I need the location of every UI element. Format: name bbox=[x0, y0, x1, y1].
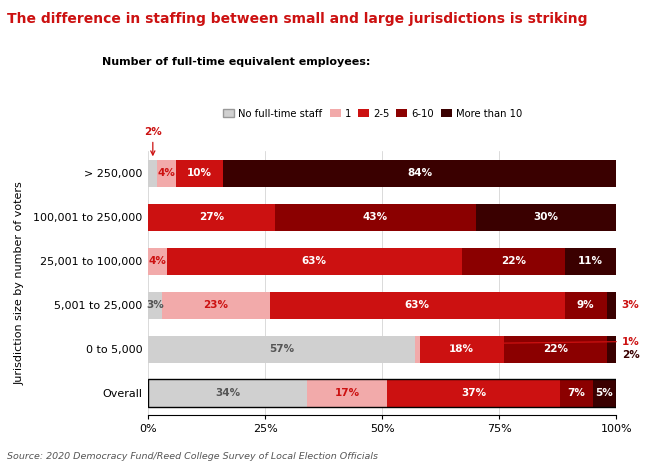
Text: 1%: 1% bbox=[421, 337, 639, 346]
Text: 2%: 2% bbox=[144, 127, 162, 155]
Text: 4%: 4% bbox=[149, 256, 166, 266]
Bar bbox=[565, 248, 616, 275]
Text: 37%: 37% bbox=[461, 388, 486, 398]
Bar bbox=[162, 292, 270, 319]
Text: 3%: 3% bbox=[622, 300, 639, 310]
Bar bbox=[607, 292, 621, 319]
Bar bbox=[176, 160, 223, 187]
Bar bbox=[148, 248, 167, 275]
Text: 84%: 84% bbox=[407, 168, 432, 178]
Bar bbox=[223, 160, 616, 187]
Text: 22%: 22% bbox=[543, 344, 568, 354]
Text: 3%: 3% bbox=[146, 300, 164, 310]
Bar bbox=[476, 204, 616, 231]
Text: 10%: 10% bbox=[187, 168, 212, 178]
Text: 17%: 17% bbox=[335, 388, 360, 398]
Bar bbox=[560, 380, 593, 407]
Bar bbox=[387, 380, 560, 407]
Bar bbox=[420, 336, 504, 363]
Y-axis label: Jurisdiction size by number of voters: Jurisdiction size by number of voters bbox=[15, 181, 25, 385]
Text: 57%: 57% bbox=[269, 344, 294, 354]
Bar bbox=[607, 336, 616, 363]
Bar bbox=[148, 336, 415, 363]
Bar bbox=[504, 336, 607, 363]
Text: 2%: 2% bbox=[622, 350, 639, 360]
Text: 27%: 27% bbox=[198, 212, 224, 222]
Text: 4%: 4% bbox=[158, 168, 176, 178]
Bar bbox=[565, 292, 607, 319]
Bar bbox=[307, 380, 387, 407]
Bar bbox=[462, 248, 565, 275]
Bar bbox=[148, 292, 162, 319]
Text: Number of full-time equivalent employees:: Number of full-time equivalent employees… bbox=[102, 57, 370, 67]
Text: 63%: 63% bbox=[405, 300, 430, 310]
Bar bbox=[157, 160, 176, 187]
Legend: No full-time staff, 1, 2-5, 6-10, More than 10: No full-time staff, 1, 2-5, 6-10, More t… bbox=[219, 105, 526, 123]
Text: 43%: 43% bbox=[363, 212, 388, 222]
Bar bbox=[148, 204, 274, 231]
Text: 34%: 34% bbox=[215, 388, 240, 398]
Text: 23%: 23% bbox=[204, 300, 229, 310]
Text: 30%: 30% bbox=[533, 212, 559, 222]
Bar bbox=[415, 336, 420, 363]
Bar bbox=[148, 380, 307, 407]
Text: The difference in staffing between small and large jurisdictions is striking: The difference in staffing between small… bbox=[7, 12, 587, 25]
Bar bbox=[593, 380, 616, 407]
Bar bbox=[148, 160, 157, 187]
Text: 11%: 11% bbox=[578, 256, 603, 266]
Text: 18%: 18% bbox=[449, 344, 474, 354]
Bar bbox=[148, 380, 616, 407]
Text: 63%: 63% bbox=[302, 256, 327, 266]
Text: Source: 2020 Democracy Fund/Reed College Survey of Local Election Officials: Source: 2020 Democracy Fund/Reed College… bbox=[7, 452, 377, 461]
Bar bbox=[167, 248, 462, 275]
Text: 9%: 9% bbox=[577, 300, 595, 310]
Text: 7%: 7% bbox=[567, 388, 586, 398]
Bar bbox=[270, 292, 565, 319]
Bar bbox=[274, 204, 476, 231]
Text: 22%: 22% bbox=[500, 256, 526, 266]
Text: 5%: 5% bbox=[595, 388, 613, 398]
